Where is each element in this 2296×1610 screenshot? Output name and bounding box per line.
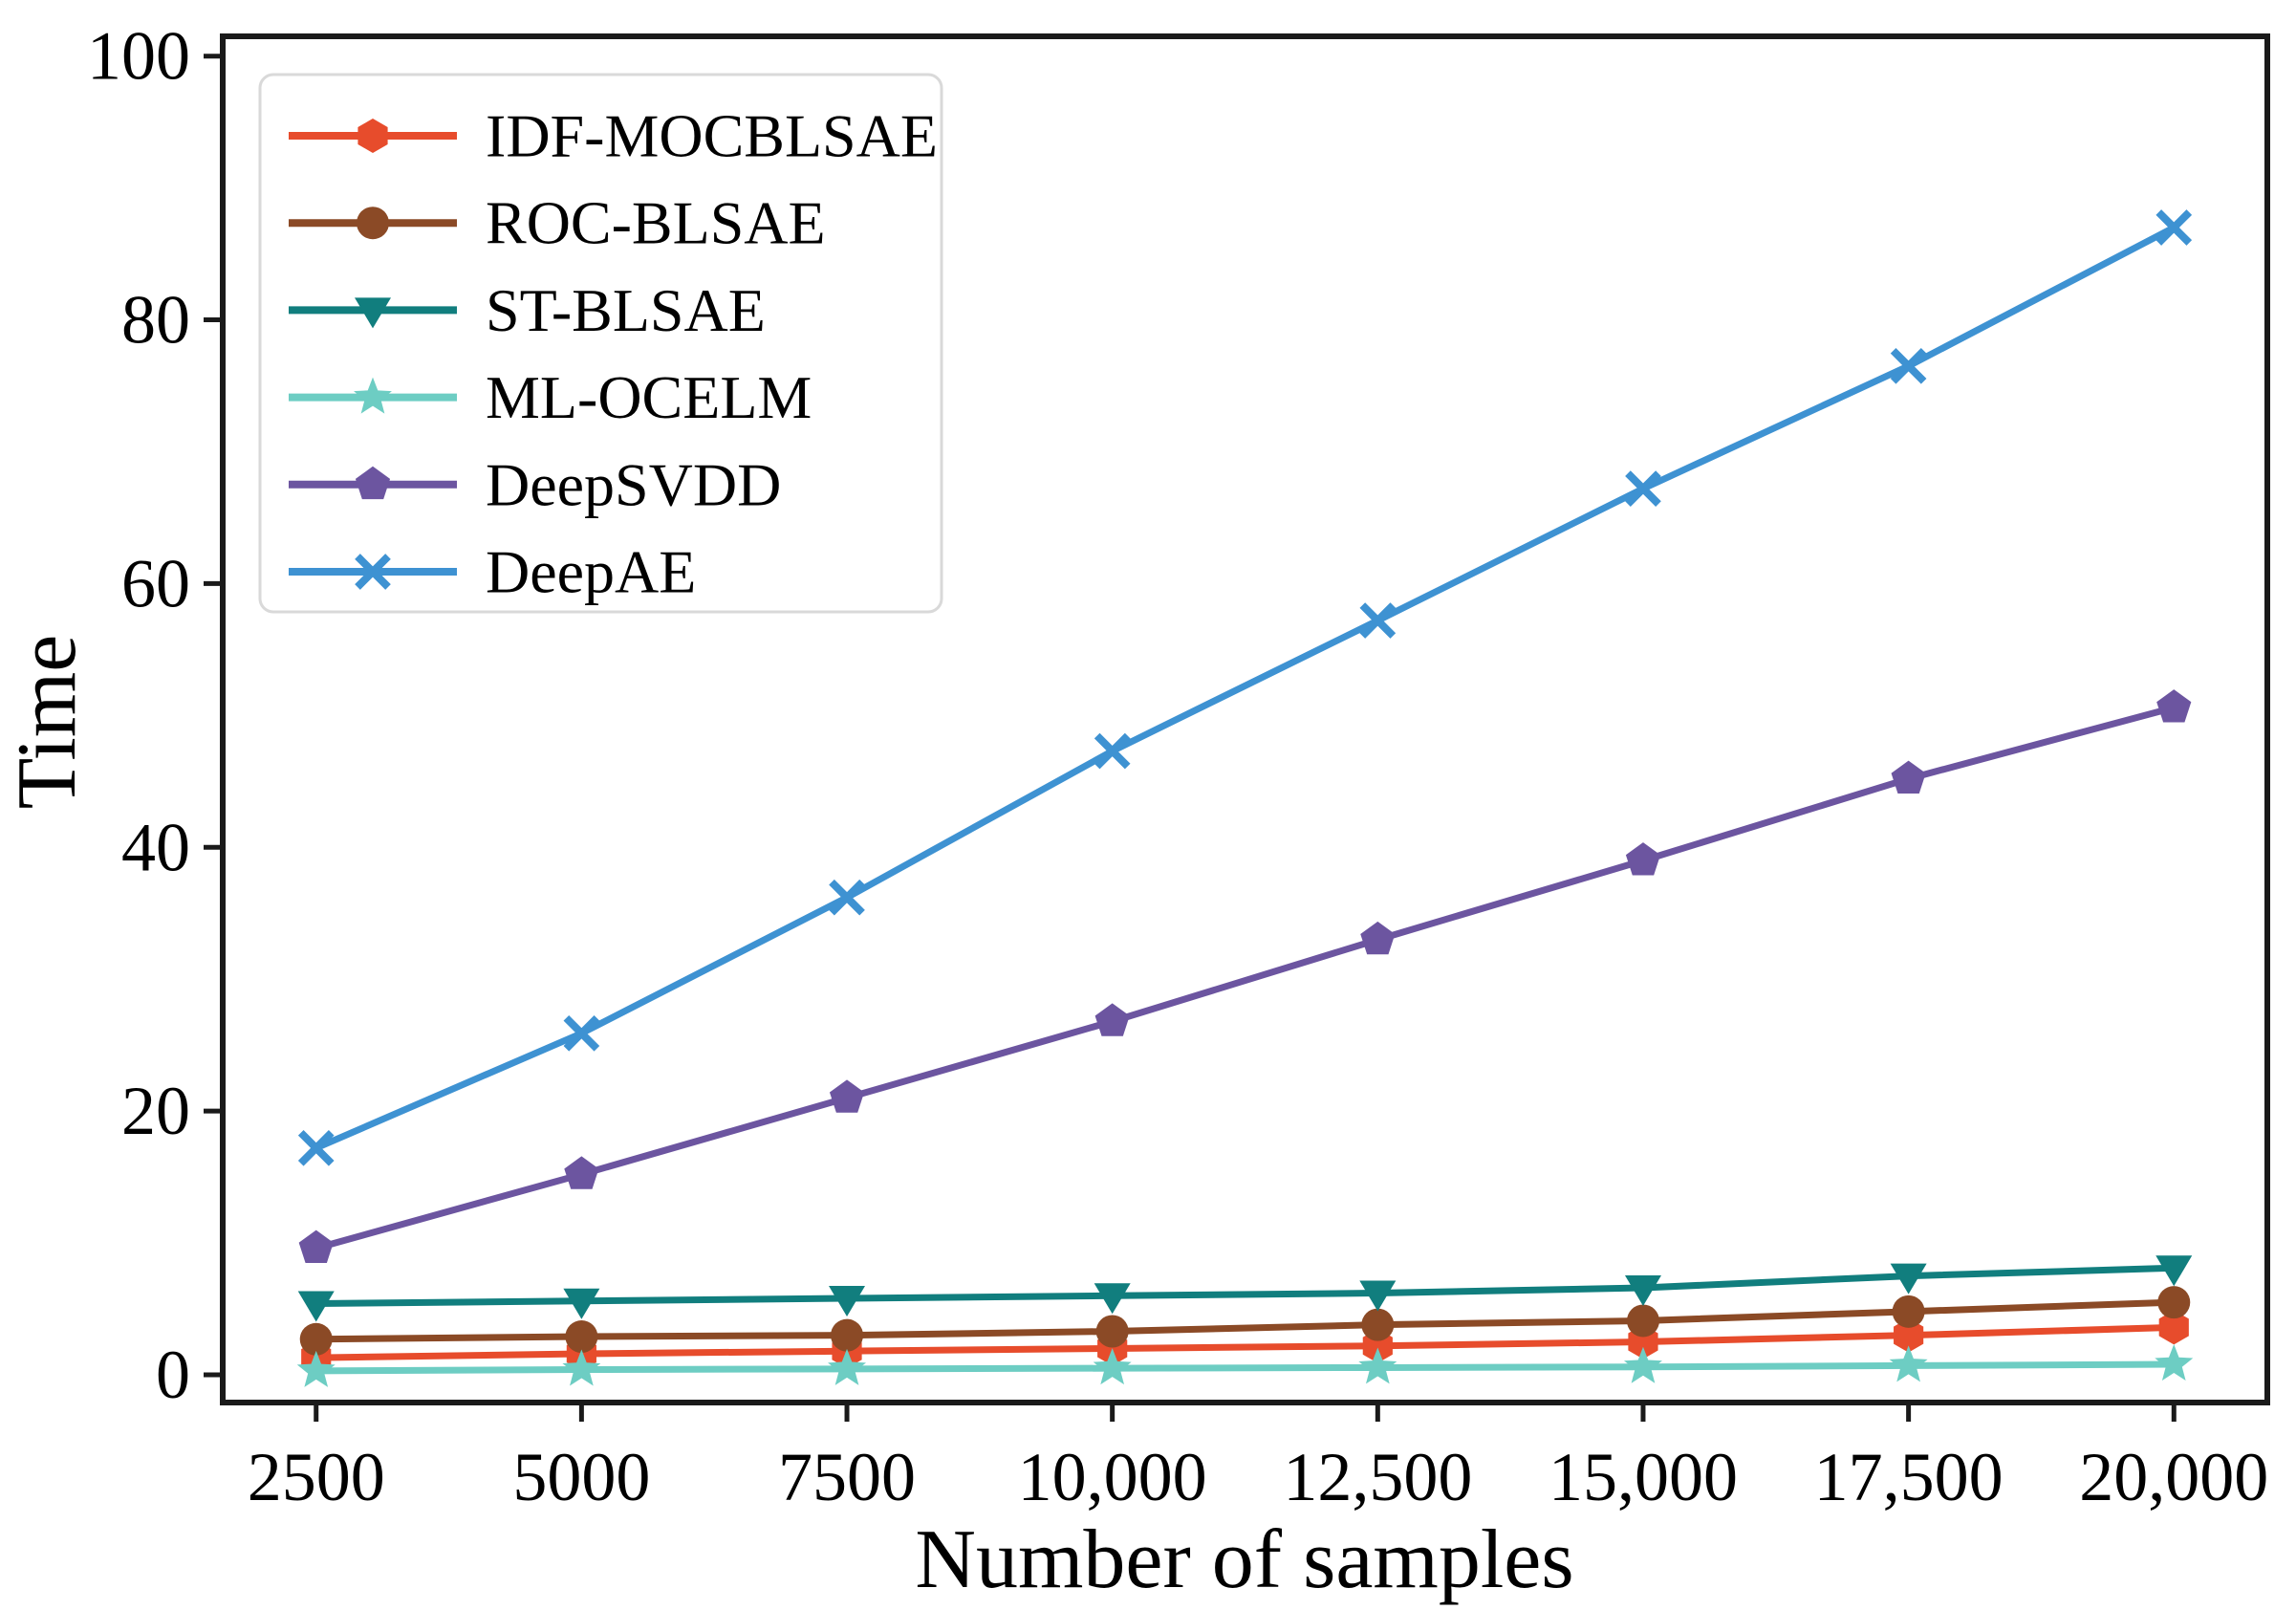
data-point-marker <box>1094 1003 1130 1036</box>
legend-marker-pentagon <box>355 466 391 500</box>
data-point-marker <box>1625 470 1661 507</box>
series-ml-ocelm <box>296 1343 2194 1387</box>
data-point-marker <box>2155 1343 2194 1381</box>
series-layer <box>296 209 2194 1387</box>
data-point-marker <box>1889 1345 1928 1382</box>
data-point-marker <box>298 1229 334 1263</box>
data-point-marker <box>1094 732 1131 770</box>
data-point-marker <box>2155 1255 2193 1287</box>
legend-label: ROC-BLSAE <box>486 189 826 257</box>
series-line <box>314 704 2176 1251</box>
data-point-marker <box>1892 1295 1925 1328</box>
x-tick-label: 15,000 <box>1549 1439 1738 1515</box>
plot-border <box>220 33 2270 1405</box>
x-axis-label: Number of samples <box>915 1513 1573 1605</box>
data-point-marker <box>1890 348 1927 384</box>
x-tick-label: 12,500 <box>1283 1439 1472 1515</box>
data-point-marker <box>563 1014 600 1052</box>
series-roc-blsae <box>299 1286 2191 1356</box>
data-point-marker <box>565 1320 598 1354</box>
data-point-marker <box>1093 1348 1132 1385</box>
y-tick-label: 60 <box>121 545 190 621</box>
data-point-marker <box>1623 1346 1662 1383</box>
data-point-marker <box>2157 1286 2191 1319</box>
x-tick-label: 5000 <box>512 1439 650 1515</box>
legend-item-st-blsae: ST-BLSAE <box>289 276 766 344</box>
y-tick-label: 0 <box>156 1337 190 1413</box>
axes-layer: 2500 5000 7500 10,000 12,500 15,000 17,500 20,0… <box>87 18 2270 1515</box>
data-point-marker <box>563 1288 600 1319</box>
data-point-marker <box>1894 1317 1924 1353</box>
data-point-marker <box>1358 1347 1397 1384</box>
data-point-marker <box>2156 689 2192 723</box>
data-point-marker <box>829 879 865 916</box>
legend-marker-hexagon <box>357 119 388 153</box>
data-point-marker <box>1360 921 1396 955</box>
series-line <box>315 1323 2175 1361</box>
series-line <box>315 1360 2175 1375</box>
legend-item-idf-mocblsae: IDF-MOCBLSAE <box>289 102 938 170</box>
x-tick-label: 17,500 <box>1814 1439 2004 1515</box>
data-point-marker <box>1626 1304 1659 1338</box>
data-point-marker <box>1890 1263 1927 1295</box>
series-st-blsae <box>297 1255 2193 1322</box>
data-point-marker <box>1891 760 1926 794</box>
data-point-marker <box>1361 1308 1395 1341</box>
legend-label: DeepSVDD <box>486 450 781 518</box>
x-tick-label: 10,000 <box>1018 1439 1207 1515</box>
y-tick-label: 40 <box>121 809 190 885</box>
data-point-marker <box>297 1291 335 1322</box>
legend-marker-star <box>354 377 392 414</box>
y-tick-label: 100 <box>87 18 190 95</box>
data-point-marker <box>297 1129 335 1166</box>
legend-marker-x <box>355 554 391 590</box>
x-tick-label: 7500 <box>778 1439 916 1515</box>
legend-label: IDF-MOCBLSAE <box>486 102 938 170</box>
data-point-marker <box>2158 1310 2189 1345</box>
data-point-marker <box>1094 1283 1131 1315</box>
data-point-marker <box>829 1079 865 1113</box>
series-line <box>314 224 2176 1151</box>
series-deepae <box>297 209 2193 1166</box>
legend-label: DeepAE <box>486 538 696 606</box>
legend-item-deepsvdd: DeepSVDD <box>289 450 781 518</box>
data-point-marker <box>562 1349 601 1386</box>
series-line <box>315 1264 2175 1308</box>
data-point-marker <box>1359 1280 1397 1312</box>
x-tick-label: 2500 <box>248 1439 385 1515</box>
data-point-marker <box>1359 602 1397 639</box>
data-point-marker <box>831 1318 864 1352</box>
y-axis-label: Time <box>1 635 94 810</box>
legend-item-deepae: DeepAE <box>289 538 696 606</box>
data-point-marker <box>1625 842 1661 876</box>
data-point-marker <box>564 1156 599 1189</box>
legend-label: ML-OCELM <box>486 363 812 431</box>
y-tick-label: 80 <box>121 282 190 359</box>
legend-marker-triangle-down <box>355 297 391 329</box>
x-tick-label: 20,000 <box>2079 1439 2268 1515</box>
data-point-marker <box>1624 1274 1661 1306</box>
legend-item-ml-ocelm: ML-OCELM <box>289 363 812 431</box>
legend-label: ST-BLSAE <box>486 276 766 344</box>
data-point-marker <box>1095 1315 1129 1348</box>
y-tick-label: 20 <box>121 1073 190 1149</box>
series-deepsvdd <box>298 689 2192 1263</box>
data-point-marker <box>828 1348 867 1385</box>
legend-marker-circle <box>357 207 389 240</box>
legend: IDF-MOCBLSAE ROC-BLSAE ST-BLSAE ML-OCELM Dee… <box>258 73 943 614</box>
data-point-marker <box>2155 209 2193 246</box>
series-line <box>315 1298 2175 1343</box>
legend-box <box>258 73 943 614</box>
legend-item-roc-blsae: ROC-BLSAE <box>289 189 826 257</box>
data-point-marker <box>829 1286 866 1317</box>
data-point-marker <box>296 1350 336 1387</box>
data-point-marker <box>299 1322 333 1356</box>
